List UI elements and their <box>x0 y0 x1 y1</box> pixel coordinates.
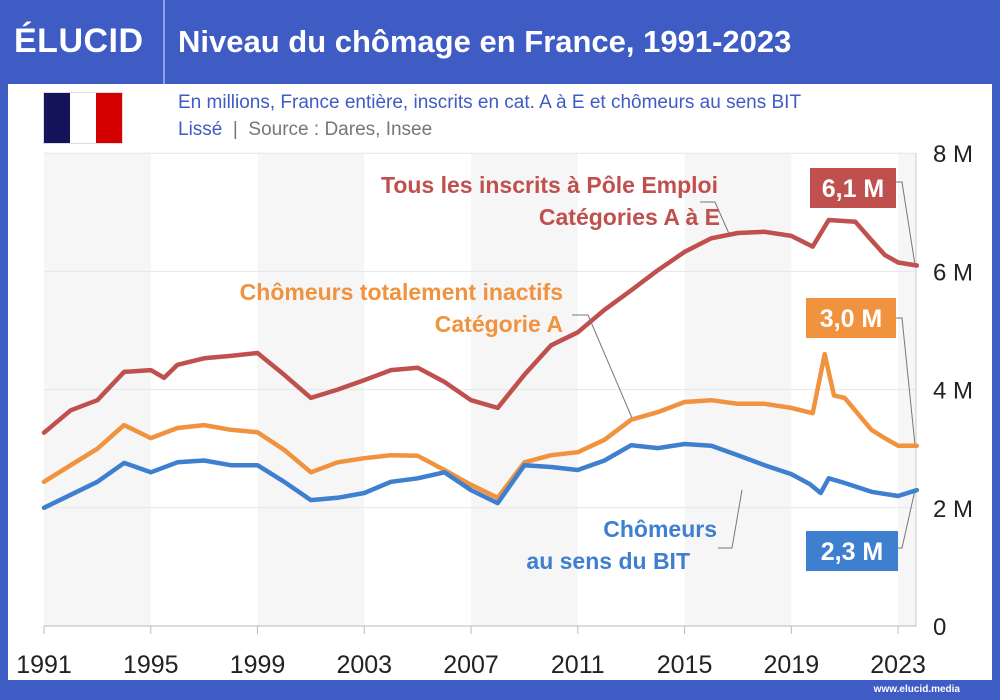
series-label: Tous les inscrits à Pôle Emploi <box>381 172 718 198</box>
end-value-badge <box>806 298 896 338</box>
elucid-logo: ÉLUCID <box>14 22 144 60</box>
leader-line <box>896 317 916 446</box>
y-tick-label: 4 M <box>933 378 973 405</box>
series-label: Catégories A à E <box>539 204 720 230</box>
x-tick-label: 1999 <box>230 651 286 679</box>
end-value-badge <box>806 531 898 571</box>
footer-url: www.elucid.media <box>873 684 960 695</box>
smoothed-label: Lissé <box>178 119 223 140</box>
end-value-label: 2,3 M <box>821 538 884 566</box>
series-label: Chômeurs totalement inactifs <box>240 279 563 305</box>
x-tick-label: 2011 <box>551 651 605 679</box>
leader-line <box>718 489 743 549</box>
separator: | <box>232 119 238 140</box>
source-label: Source : Dares, Insee <box>248 119 433 140</box>
y-tick-label: 0 <box>933 614 946 641</box>
x-tick-label: 2003 <box>336 651 392 679</box>
leader-line <box>898 489 916 549</box>
series-line-1 <box>41 217 920 435</box>
chart-subtitle: En millions, France entière, inscrits en… <box>178 92 802 113</box>
x-tick-label: 2007 <box>443 651 499 679</box>
end-value-label: 6,1 M <box>822 175 885 203</box>
end-value-label: 3,0 M <box>820 305 883 333</box>
series-line-2 <box>41 351 920 501</box>
x-tick-label: 1995 <box>123 651 179 679</box>
header-divider <box>163 0 165 84</box>
x-tick-label: 2019 <box>764 651 820 679</box>
france-flag-icon <box>44 93 122 143</box>
page-title: Niveau du chômage en France, 1991-2023 <box>178 24 792 59</box>
series-label: Chômeurs <box>603 516 717 542</box>
leader-line <box>700 201 731 237</box>
chart-source-line: Lissé | Source : Dares, Insee <box>178 119 432 141</box>
x-tick-label: 2015 <box>657 651 713 679</box>
end-value-badge <box>810 168 896 208</box>
series-label: Catégorie A <box>435 311 563 337</box>
y-tick-label: 8 M <box>933 141 973 168</box>
series-line-3 <box>41 441 920 511</box>
leader-line <box>572 314 633 419</box>
y-tick-label: 6 M <box>933 259 973 286</box>
series-label: au sens du BIT <box>526 548 690 574</box>
x-tick-label: 1991 <box>16 651 72 679</box>
x-tick-label: 2023 <box>870 651 926 679</box>
leader-line <box>896 181 916 266</box>
y-tick-label: 2 M <box>933 496 973 523</box>
